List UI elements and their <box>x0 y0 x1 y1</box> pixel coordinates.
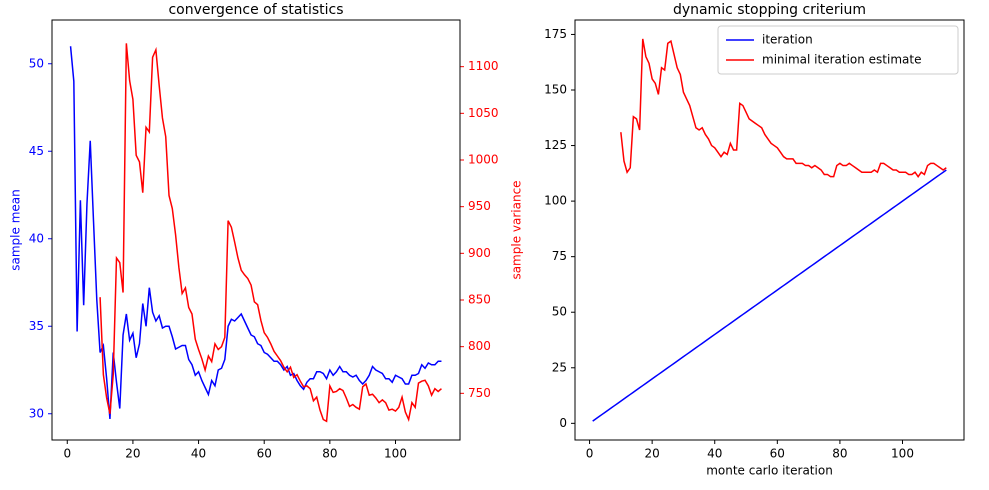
y-tick-label: 50 <box>552 305 567 319</box>
y2-tick-label: 900 <box>468 246 491 260</box>
x-tick-label: 60 <box>257 447 272 461</box>
y-tick-label: 50 <box>29 56 44 70</box>
y2-tick-label: 1050 <box>468 106 499 120</box>
x-tick-label: 100 <box>384 447 407 461</box>
y-tick-label: 75 <box>552 249 567 263</box>
x-axis-label: monte carlo iteration <box>706 464 833 478</box>
y2-tick-label: 750 <box>468 386 491 400</box>
x-tick-label: 100 <box>891 447 914 461</box>
y-tick-label: 150 <box>544 83 567 97</box>
legend-label: iteration <box>762 33 813 47</box>
x-tick-label: 40 <box>191 447 206 461</box>
x-tick-label: 60 <box>770 447 785 461</box>
y-tick-label: 0 <box>559 416 567 430</box>
y2-tick-label: 950 <box>468 199 491 213</box>
data-line <box>69 46 442 420</box>
y2-tick-label: 1000 <box>468 153 499 167</box>
x-tick-label: 80 <box>322 447 337 461</box>
x-tick-label: 20 <box>645 447 660 461</box>
x-tick-label: 20 <box>125 447 140 461</box>
y2-tick-label: 850 <box>468 293 491 307</box>
y-tick-label: 175 <box>544 27 567 41</box>
x-tick-label: 0 <box>63 447 71 461</box>
legend-label: minimal iteration estimate <box>762 53 921 67</box>
chart-title: convergence of statistics <box>168 2 343 18</box>
y2-tick-label: 1100 <box>468 59 499 73</box>
data-line <box>620 38 947 178</box>
x-tick-label: 0 <box>586 447 594 461</box>
chart-title: dynamic stopping criterium <box>673 2 866 18</box>
legend-box <box>717 25 959 75</box>
y-tick-label: 45 <box>29 144 44 158</box>
y-tick-label: 30 <box>29 406 44 420</box>
plot-frame <box>51 19 461 441</box>
y-tick-label: 35 <box>29 319 44 333</box>
y-axis-label: sample mean <box>9 189 23 270</box>
y-tick-label: 40 <box>29 231 44 245</box>
y2-axis-label: sample variance <box>510 180 524 279</box>
y2-tick-label: 800 <box>468 339 491 353</box>
data-line <box>592 169 947 422</box>
y-tick-label: 125 <box>544 138 567 152</box>
plot-frame <box>574 19 965 441</box>
y-tick-label: 25 <box>552 360 567 374</box>
x-tick-label: 80 <box>832 447 847 461</box>
x-tick-label: 40 <box>707 447 722 461</box>
y-tick-label: 100 <box>544 194 567 208</box>
data-line <box>99 43 442 423</box>
